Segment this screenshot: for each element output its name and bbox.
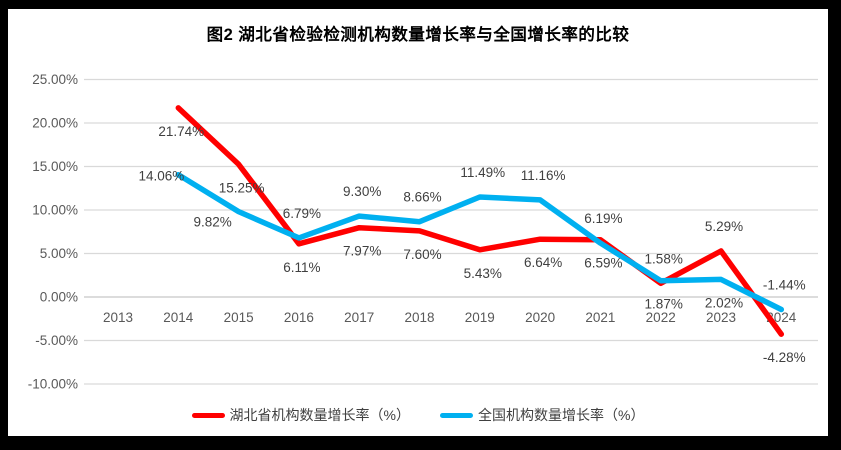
x-tick-label: 2017	[344, 310, 374, 325]
chart-canvas: 图2 湖北省检验检测机构数量增长率与全国增长率的比较 25.00% 20.00% 1…	[8, 9, 828, 436]
data-label: -4.28%	[763, 350, 806, 365]
x-tick-label: 2014	[163, 310, 194, 325]
chart-title: 图2 湖北省检验检测机构数量增长率与全国增长率的比较	[206, 26, 630, 44]
x-tick-label: 2018	[404, 310, 434, 325]
data-labels: 21.74% 15.25% 6.11% 7.97% 7.60% 5.43% 6.64% 6.5…	[139, 124, 806, 365]
x-tick-label: 2016	[284, 310, 314, 325]
data-label: 21.74%	[158, 124, 204, 139]
y-tick-label: 5.00%	[40, 246, 78, 261]
y-tick-label: -5.00%	[35, 333, 78, 348]
data-label: 14.06%	[139, 169, 185, 184]
data-label: 6.59%	[584, 256, 622, 271]
data-label: 6.19%	[584, 211, 622, 226]
hubei-series-swatch	[191, 412, 225, 418]
national-series-swatch	[440, 412, 473, 418]
data-label: 11.16%	[521, 168, 566, 183]
x-tick-label: 2015	[224, 310, 254, 325]
line-chart: 25.00% 20.00% 15.00% 10.00% 5.00% 0.00% -5.00%…	[28, 72, 818, 392]
data-label: 5.43%	[464, 266, 502, 281]
legend-label-hubei: 湖北省机构数量增长率（%）	[229, 407, 410, 423]
legend-label-national: 全国机构数量增长率（%）	[478, 407, 645, 423]
data-label: 6.11%	[283, 260, 320, 275]
y-tick-label: 10.00%	[32, 203, 78, 218]
y-tick-label: 25.00%	[32, 72, 78, 87]
y-axis-labels: 25.00% 20.00% 15.00% 10.00% 5.00% 0.00% -5.00%…	[28, 72, 78, 392]
data-label: 9.30%	[343, 184, 381, 199]
x-tick-label: 2022	[646, 310, 676, 325]
x-tick-label: 2021	[585, 310, 615, 325]
chart-legend: 湖北省机构数量增长率（%） 全国机构数量增长率（%）	[8, 405, 828, 425]
data-label: 7.60%	[403, 247, 441, 262]
data-label: 6.64%	[524, 255, 562, 270]
legend-item-national: 全国机构数量增长率（%）	[440, 405, 644, 425]
data-label: 9.82%	[193, 215, 231, 230]
data-label: 8.66%	[403, 190, 441, 205]
hubei-line	[175, 105, 785, 337]
data-label: 6.79%	[283, 206, 321, 221]
x-tick-label: 2019	[465, 310, 495, 325]
y-tick-label: 0.00%	[40, 290, 78, 305]
x-tick-label: 2020	[525, 310, 555, 325]
data-label: -1.44%	[763, 278, 806, 293]
y-tick-label: 15.00%	[32, 159, 78, 174]
y-tick-label: 20.00%	[32, 116, 78, 131]
data-label: 1.87%	[645, 297, 683, 312]
x-tick-label: 2013	[103, 310, 133, 325]
data-label: 15.25%	[219, 180, 265, 195]
data-label: 11.49%	[460, 165, 505, 180]
data-label: 1.58%	[645, 251, 683, 266]
y-tick-label: -10.00%	[28, 377, 78, 392]
x-tick-label: 2023	[706, 310, 736, 325]
legend-item-hubei: 湖北省机构数量增长率（%）	[191, 405, 410, 425]
x-axis-labels: 2013 2014 2015 2016 2017 2018 2019 2020 2021 2022…	[103, 310, 797, 325]
national-line	[175, 171, 785, 313]
data-label: 5.29%	[705, 219, 743, 234]
data-label: 7.97%	[343, 244, 381, 259]
data-label: 2.02%	[705, 295, 743, 310]
